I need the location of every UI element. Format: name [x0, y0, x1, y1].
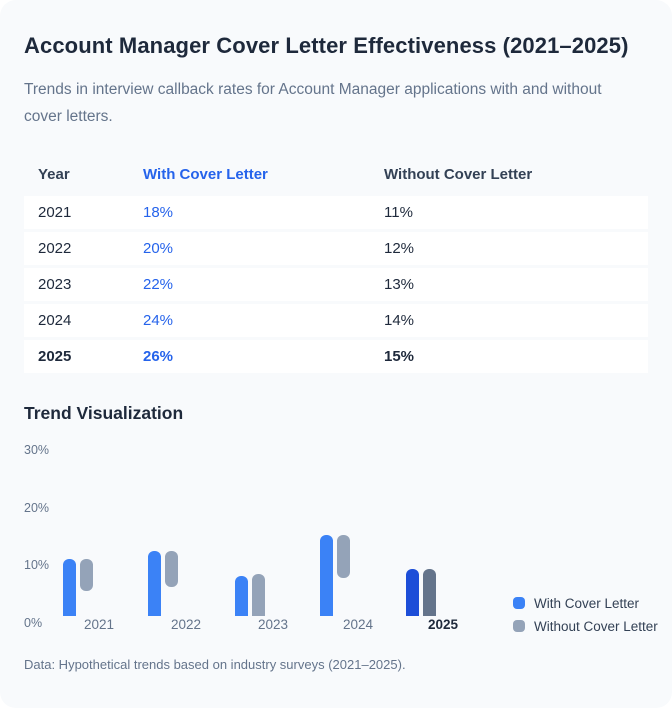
- cell-year: 2023: [38, 276, 72, 293]
- bar-without-cover-letter: [252, 574, 265, 616]
- bar-with-cover-letter: [235, 576, 248, 616]
- column-header-without-cover-letter: Without Cover Letter: [384, 165, 533, 183]
- bar-chart: 30% 20% 10% 0% 2021 2022 2023 2024 2025: [24, 440, 658, 634]
- y-axis-tick: 20%: [24, 501, 50, 515]
- cell-with-rate: 22%: [143, 276, 174, 293]
- table-row: 2021 18% 11%: [24, 196, 648, 229]
- cell-without-rate: 12%: [384, 240, 415, 257]
- legend-swatch-gray: [513, 620, 525, 632]
- chart-title: Trend Visualization: [24, 403, 184, 423]
- bar-without-cover-letter: [423, 569, 436, 616]
- x-axis-label: 2023: [257, 617, 289, 632]
- cell-with-rate: 20%: [143, 240, 174, 257]
- column-header-with-cover-letter: With Cover Letter: [143, 165, 268, 183]
- legend-swatch-blue: [513, 597, 525, 609]
- cell-with-rate: 26%: [143, 348, 174, 365]
- bar-group-2023: [235, 574, 265, 616]
- cell-year: 2022: [38, 240, 72, 257]
- cell-with-rate: 18%: [143, 204, 174, 221]
- table-row-highlighted: 2025 26% 15%: [24, 340, 648, 373]
- bar-with-cover-letter: [148, 551, 161, 616]
- page-subtitle: Trends in interview callback rates for A…: [24, 81, 602, 125]
- legend-label: With Cover Letter: [534, 595, 640, 611]
- bar-group-2022: [148, 551, 178, 616]
- page-title: Account Manager Cover Letter Effectivene…: [24, 33, 629, 58]
- bar-group-2025-highlighted: [406, 569, 436, 616]
- legend-item-with-cover-letter: With Cover Letter: [513, 593, 658, 613]
- bar-with-cover-letter: [406, 569, 419, 616]
- cell-year: 2021: [38, 204, 72, 221]
- cell-without-rate: 13%: [384, 276, 415, 293]
- cell-year: 2025: [38, 348, 72, 365]
- bar-with-cover-letter: [63, 559, 76, 616]
- data-source-note: Data: Hypothetical trends based on indus…: [24, 657, 406, 672]
- bar-without-cover-letter: [337, 535, 350, 578]
- x-axis-label-highlighted: 2025: [427, 617, 459, 632]
- x-axis-label: 2021: [83, 617, 115, 632]
- y-axis-tick: 10%: [24, 558, 50, 572]
- y-axis-tick: 30%: [24, 443, 50, 457]
- bar-with-cover-letter: [320, 535, 333, 616]
- cell-with-rate: 24%: [143, 312, 174, 329]
- bar-without-cover-letter: [80, 559, 93, 591]
- cell-without-rate: 11%: [384, 204, 413, 221]
- legend-item-without-cover-letter: Without Cover Letter: [513, 616, 658, 636]
- column-header-year: Year: [38, 165, 70, 183]
- chart-legend: With Cover Letter Without Cover Letter: [513, 593, 658, 639]
- bar-group-2021: [63, 559, 93, 616]
- y-axis-tick: 0%: [24, 616, 43, 630]
- bar-group-2024: [320, 535, 350, 616]
- x-axis-label: 2024: [342, 617, 374, 632]
- legend-label: Without Cover Letter: [534, 618, 658, 634]
- cell-year: 2024: [38, 312, 72, 329]
- cell-without-rate: 14%: [384, 312, 415, 329]
- cell-without-rate: 15%: [384, 348, 415, 365]
- bar-without-cover-letter: [165, 551, 178, 587]
- x-axis-label: 2022: [170, 617, 202, 632]
- table-header-row: Year With Cover Letter Without Cover Let…: [24, 163, 648, 185]
- table-row: 2023 22% 13%: [24, 268, 648, 301]
- table-row: 2024 24% 14%: [24, 304, 648, 337]
- table-row: 2022 20% 12%: [24, 232, 648, 265]
- callback-rate-table: Year With Cover Letter Without Cover Let…: [24, 163, 648, 373]
